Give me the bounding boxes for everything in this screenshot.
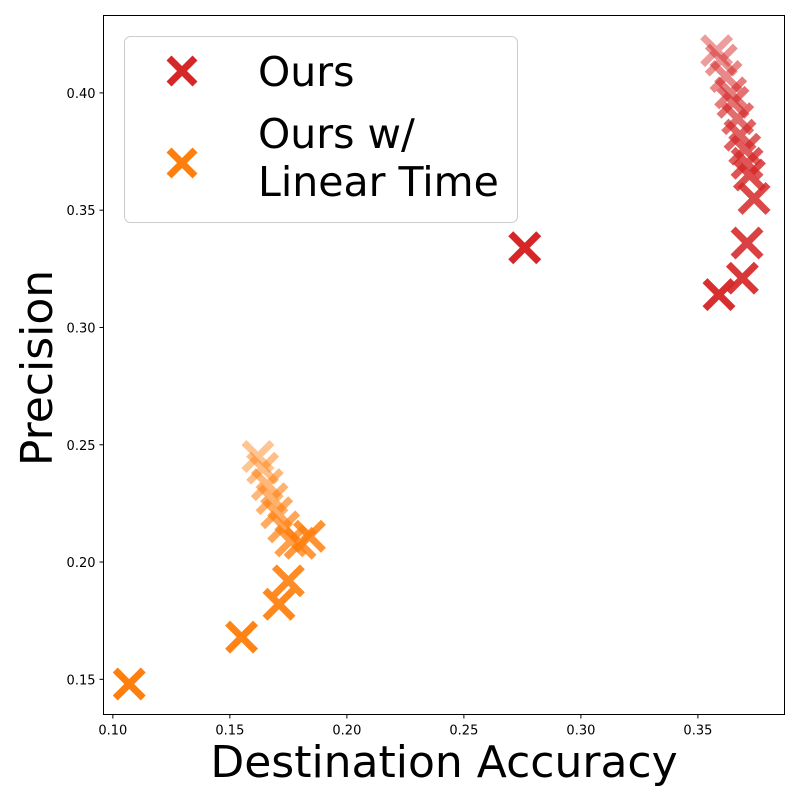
data-marks (112, 34, 771, 701)
x-tick-label: 0.10 (98, 724, 127, 739)
plot-area-frame (103, 15, 785, 715)
x-tick-label: 0.30 (566, 724, 595, 739)
data-point (292, 519, 326, 553)
y-axis-label: Precision (12, 270, 63, 466)
data-point (508, 231, 542, 265)
data-point (737, 181, 771, 215)
y-tick-label: 0.25 (67, 439, 96, 454)
legend: Ours Ours w/Linear Time (124, 36, 518, 223)
legend-entry-ours: Ours (166, 48, 354, 96)
legend-label: Linear Time (258, 158, 499, 206)
data-point (732, 158, 766, 192)
data-point (714, 76, 748, 110)
legend-frame (124, 36, 518, 223)
data-point (112, 667, 146, 701)
data-point (225, 620, 259, 654)
y-tick-label: 0.35 (67, 204, 96, 219)
legend-label: Ours (258, 48, 354, 96)
x-tick-label: 0.25 (449, 724, 478, 739)
legend-label: Ours w/ (258, 110, 415, 158)
legend-marker-icon (166, 55, 198, 87)
y-tick-label: 0.40 (67, 87, 96, 102)
y-tick-label: 0.20 (67, 556, 96, 571)
x-axis-label: Destination Accuracy (210, 737, 677, 788)
y-tick-label: 0.15 (67, 673, 96, 688)
legend-entry-ours-linear-time: Ours w/Linear Time (166, 110, 499, 206)
series-ours (508, 34, 771, 312)
data-point (271, 564, 305, 598)
x-tick-label: 0.35 (683, 724, 712, 739)
x-tick-label: 0.15 (215, 724, 244, 739)
data-point (730, 226, 764, 260)
data-point (262, 587, 296, 621)
x-tick-label: 0.20 (332, 724, 361, 739)
series-ours-linear-time (112, 440, 326, 701)
x-axis-ticks: 0.10 0.15 0.20 0.25 0.30 0.35 (98, 714, 712, 739)
data-point (725, 261, 759, 295)
legend-marker-icon (166, 147, 198, 179)
data-point (702, 278, 736, 312)
y-tick-label: 0.30 (67, 321, 96, 336)
y-axis-ticks: 0.15 0.20 0.25 0.30 0.35 0.40 (67, 87, 104, 688)
